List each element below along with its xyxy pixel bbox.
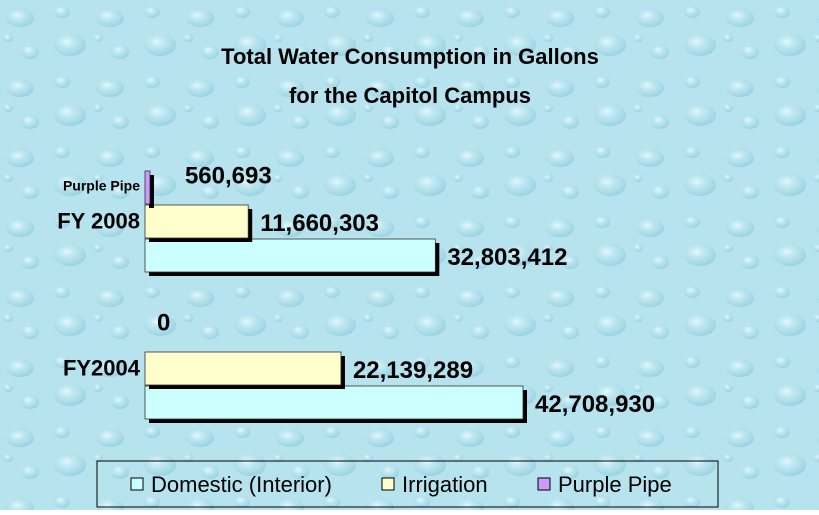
category-label: FY2004 (63, 355, 141, 380)
legend-swatch (537, 477, 551, 491)
legend-swatch (381, 477, 395, 491)
value-label: 22,139,289 (353, 357, 473, 384)
legend-label: Irrigation (402, 472, 488, 497)
bar (144, 170, 151, 205)
legend-label: Purple Pipe (558, 472, 672, 497)
legend-label: Domestic (Interior) (151, 472, 332, 497)
bar (144, 238, 436, 273)
chart-title: Total Water Consumption in Gallons (221, 44, 599, 69)
bar (144, 351, 342, 386)
value-label: 0 (157, 309, 170, 336)
bar (144, 385, 524, 420)
legend-box (96, 460, 719, 508)
legend-swatch (130, 477, 144, 491)
value-label: 42,708,930 (535, 391, 655, 418)
value-label: 11,660,303 (260, 210, 379, 237)
category-label: FY 2008 (57, 208, 140, 233)
value-label: 32,803,412 (447, 244, 567, 271)
bar (144, 204, 249, 239)
annotation: Purple Pipe (63, 178, 140, 194)
bar-shadow (149, 175, 154, 208)
value-label: 560,693 (185, 162, 272, 189)
chart-title: for the Capitol Campus (289, 83, 531, 108)
